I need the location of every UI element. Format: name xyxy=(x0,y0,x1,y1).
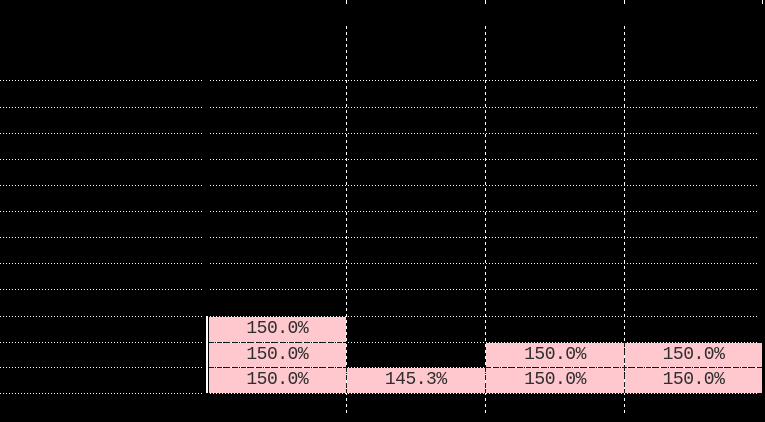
gridline-horizontal xyxy=(0,392,202,394)
cell-r3c2[interactable]: 145.3% xyxy=(346,367,485,393)
gridline-horizontal xyxy=(210,210,759,212)
highlight-block-left-border xyxy=(205,316,208,393)
gridline-horizontal xyxy=(0,289,202,290)
gridline-horizontal xyxy=(210,133,759,134)
gridline-horizontal xyxy=(210,315,759,317)
gridline-horizontal xyxy=(210,184,759,186)
gridline-horizontal xyxy=(210,236,759,238)
cell-r3c3[interactable]: 150.0% xyxy=(486,367,624,393)
gridline-horizontal xyxy=(0,210,202,212)
cell-r2c1[interactable]: 150.0% xyxy=(209,342,346,367)
gridline-horizontal xyxy=(210,366,759,368)
gridline-horizontal xyxy=(210,263,759,264)
gridline-horizontal xyxy=(210,392,759,394)
gridline-vertical xyxy=(345,26,347,415)
gridline-horizontal xyxy=(0,159,202,160)
gridline-horizontal xyxy=(0,366,202,368)
gridline-vertical xyxy=(624,26,625,415)
gridline-tick xyxy=(485,0,486,4)
cell-border-dashed xyxy=(624,342,625,393)
gridline-horizontal xyxy=(0,341,202,343)
gridline-horizontal xyxy=(0,80,202,81)
gridline-horizontal xyxy=(210,159,759,160)
gridline-horizontal xyxy=(210,107,759,108)
gridline-horizontal xyxy=(210,80,759,81)
gridline-tick xyxy=(624,0,625,4)
gridline-horizontal xyxy=(0,184,202,186)
gridline-horizontal xyxy=(0,315,202,317)
cell-border-dashed xyxy=(345,367,347,393)
cell-border-dashed xyxy=(209,341,346,343)
cell-r3c4[interactable]: 150.0% xyxy=(625,367,762,393)
cell-r3c1[interactable]: 150.0% xyxy=(209,367,346,393)
gridline-vertical xyxy=(485,26,486,415)
gridline-horizontal xyxy=(210,289,759,290)
gridline-horizontal xyxy=(0,133,202,134)
gridline-horizontal xyxy=(0,107,202,108)
cell-r2c4[interactable]: 150.0% xyxy=(625,342,762,367)
gridline-horizontal xyxy=(210,341,759,343)
gridline-horizontal xyxy=(0,263,202,264)
gridline-tick xyxy=(345,0,347,4)
gridline-tick xyxy=(762,0,763,4)
cell-border-dashed xyxy=(209,366,346,368)
gridline-horizontal xyxy=(0,236,202,238)
cell-r2c3[interactable]: 150.0% xyxy=(486,342,624,367)
cell-border-dashed xyxy=(485,367,486,393)
cell-r1c1[interactable]: 150.0% xyxy=(209,316,346,342)
